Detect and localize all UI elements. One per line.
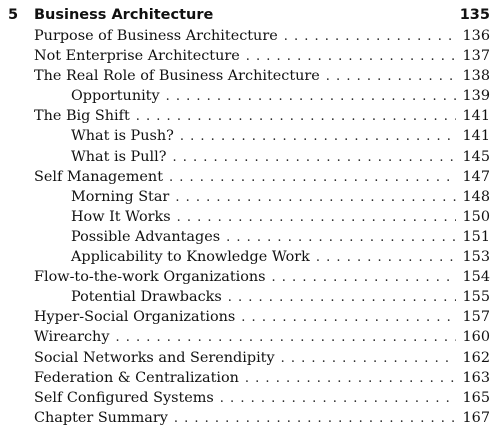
toc-entry-page: 145 bbox=[462, 148, 490, 165]
dot-leader bbox=[169, 168, 456, 188]
toc-entry[interactable]: Applicability to Knowledge Work 153 bbox=[0, 247, 500, 267]
toc-entry[interactable]: The Big Shift 141 bbox=[0, 106, 500, 126]
toc-entry-page: 162 bbox=[462, 349, 490, 366]
toc-entry-label: The Real Role of Business Architecture bbox=[34, 68, 320, 85]
toc-entry-page: 148 bbox=[462, 188, 490, 205]
dot-leader bbox=[246, 47, 456, 67]
toc-entry[interactable]: Chapter Summary 167 bbox=[0, 408, 500, 428]
dot-leader bbox=[136, 107, 456, 127]
toc-entry-label: Flow-to-the-work Organizations bbox=[34, 269, 266, 286]
toc-entry[interactable]: Federation & Centralization 163 bbox=[0, 368, 500, 388]
dot-leader bbox=[245, 369, 456, 389]
toc-entry-label: What is Push? bbox=[71, 128, 174, 145]
toc-entry-label: Self Configured Systems bbox=[34, 389, 214, 406]
toc-entry-page: 160 bbox=[462, 329, 490, 346]
toc-entry-label: Opportunity bbox=[71, 88, 160, 105]
toc-entry-page: 137 bbox=[462, 48, 490, 65]
toc-entry-page: 154 bbox=[462, 269, 490, 286]
toc-entry-label: The Big Shift bbox=[34, 108, 130, 125]
toc-entry-label: Possible Advantages bbox=[71, 228, 221, 245]
toc-entry[interactable]: Wirearchy 160 bbox=[0, 327, 500, 347]
toc-entry-page: 136 bbox=[462, 28, 490, 44]
toc-entry-label: How It Works bbox=[71, 208, 171, 225]
toc-entry-label: Applicability to Knowledge Work bbox=[71, 249, 310, 266]
toc-entry[interactable]: Not Enterprise Architecture 137 bbox=[0, 46, 500, 66]
toc-entry-label: Self Management bbox=[34, 168, 163, 185]
toc-entry-page: 167 bbox=[462, 409, 490, 426]
toc-entry-label: What is Pull? bbox=[71, 148, 167, 165]
dot-leader bbox=[175, 188, 456, 208]
toc-entry[interactable]: Possible Advantages 151 bbox=[0, 227, 500, 247]
toc-entry[interactable]: Self Management 147 bbox=[0, 167, 500, 187]
chapter-number: 5 bbox=[8, 7, 19, 23]
toc-entry-page: 138 bbox=[462, 68, 490, 85]
dot-leader bbox=[172, 148, 456, 168]
toc-entry-label: Hyper-Social Organizations bbox=[34, 309, 236, 326]
toc-entry[interactable]: What is Push? 141 bbox=[0, 126, 500, 146]
toc-entry-page: 147 bbox=[462, 168, 490, 185]
toc-entry-page: 141 bbox=[462, 108, 490, 125]
toc-entry[interactable]: How It Works 150 bbox=[0, 207, 500, 227]
toc-entry[interactable]: The Real Role of Business Architecture 1… bbox=[0, 66, 500, 86]
chapter-heading[interactable]: 5 Business Architecture 135 bbox=[0, 4, 500, 26]
chapter-title: Business Architecture bbox=[34, 7, 214, 23]
dot-leader bbox=[326, 67, 456, 87]
toc-entry-label: Morning Star bbox=[71, 188, 170, 205]
toc-entry[interactable]: What is Pull? 145 bbox=[0, 147, 500, 167]
toc-entry-label: Federation & Centralization bbox=[34, 369, 239, 386]
toc-entry-page: 141 bbox=[462, 128, 490, 145]
dot-leader bbox=[226, 228, 456, 248]
toc-entry-page: 163 bbox=[462, 369, 490, 386]
dot-leader bbox=[174, 409, 456, 429]
toc-entry-page: 151 bbox=[462, 228, 490, 245]
toc-entry[interactable]: Social Networks and Serendipity 162 bbox=[0, 348, 500, 368]
dot-leader bbox=[180, 127, 456, 147]
toc-entry-page: 165 bbox=[462, 389, 490, 406]
dot-leader bbox=[316, 248, 456, 268]
toc-entry-label: Social Networks and Serendipity bbox=[34, 349, 275, 366]
dot-leader bbox=[166, 87, 456, 107]
table-of-contents: 5 Business Architecture 135 Purpose of B… bbox=[0, 4, 500, 428]
toc-entry-label: Wirearchy bbox=[34, 329, 110, 346]
toc-entry[interactable]: Opportunity 139 bbox=[0, 86, 500, 106]
dot-leader bbox=[272, 268, 456, 288]
toc-entry-page: 139 bbox=[462, 88, 490, 105]
toc-entry-page: 157 bbox=[462, 309, 490, 326]
dot-leader bbox=[220, 389, 456, 409]
toc-entry[interactable]: Hyper-Social Organizations 157 bbox=[0, 307, 500, 327]
toc-entry-page: 150 bbox=[462, 208, 490, 225]
toc-entry[interactable]: Self Configured Systems 165 bbox=[0, 388, 500, 408]
toc-entry[interactable]: Morning Star 148 bbox=[0, 187, 500, 207]
toc-entry-label: Potential Drawbacks bbox=[71, 289, 222, 306]
toc-entry-page: 153 bbox=[462, 249, 490, 266]
dot-leader bbox=[228, 288, 456, 308]
dot-leader bbox=[284, 27, 456, 47]
dot-leader bbox=[281, 349, 456, 369]
toc-entry-label: Not Enterprise Architecture bbox=[34, 48, 240, 65]
chapter-page-number: 135 bbox=[459, 7, 490, 23]
dot-leader bbox=[177, 208, 456, 228]
dot-leader bbox=[115, 328, 456, 348]
dot-leader bbox=[241, 308, 456, 328]
toc-entry[interactable]: Potential Drawbacks 155 bbox=[0, 287, 500, 307]
toc-entry-label: Purpose of Business Architecture bbox=[34, 28, 278, 44]
toc-entry[interactable]: Purpose of Business Architecture 136 bbox=[0, 26, 500, 46]
toc-entry-label: Chapter Summary bbox=[34, 409, 168, 426]
toc-entry-page: 155 bbox=[462, 289, 490, 306]
toc-entry[interactable]: Flow-to-the-work Organizations 154 bbox=[0, 267, 500, 287]
